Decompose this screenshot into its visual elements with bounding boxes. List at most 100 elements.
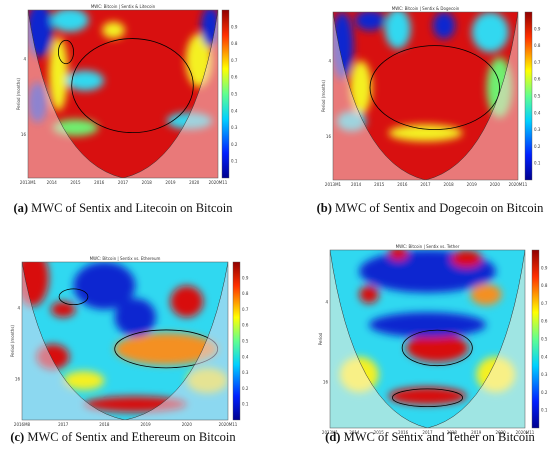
contour — [58, 39, 75, 65]
colorbar-tick-label: 0.1 — [534, 161, 541, 166]
x-tick-label: 2015 — [70, 180, 81, 185]
colorbar-tick-label: 0.8 — [231, 41, 238, 46]
heatmap — [333, 12, 518, 180]
colorbar-tick-label: 0.5 — [534, 94, 541, 99]
colorbar-tick-label: 0.8 — [541, 283, 548, 288]
heatmap-blob — [388, 387, 467, 405]
colorbar — [531, 249, 540, 429]
caption-text: MWC of Sentix and Litecoin on Bitcoin — [31, 201, 233, 215]
plot-frame — [27, 9, 219, 179]
x-tick-label: 2020 — [189, 180, 200, 185]
heatmap-blob — [102, 21, 125, 39]
y-tick-label: 16 — [326, 134, 332, 139]
colorbar-tick-label: 0.7 — [242, 307, 249, 312]
x-tick-label: 2014 — [47, 180, 58, 185]
cone-edge — [333, 12, 518, 180]
x-tick-label: 2020M11 — [219, 422, 238, 427]
x-tick-label: 2013M1 — [325, 182, 342, 187]
colorbar-tick-label: 0.1 — [231, 159, 238, 164]
x-tick-label: 2018 — [447, 430, 458, 435]
y-tick-label: 16 — [323, 380, 329, 385]
x-tick-label: 2014 — [349, 430, 360, 435]
colorbar-tick-label: 0.8 — [534, 43, 541, 48]
colorbar-tick-label: 0.2 — [231, 142, 238, 147]
panel-title: MWC: Bitcoin | Sentix vs. Ethereum — [90, 256, 161, 261]
y-axis-label: Period (months) — [16, 78, 21, 110]
x-tick-label: 2020M11 — [516, 430, 535, 435]
heatmap-blob — [432, 12, 456, 39]
heatmap-blob — [355, 12, 385, 31]
cone-of-influence — [330, 250, 525, 428]
colorbar-tick-label: 0.3 — [231, 125, 238, 130]
x-tick-label: 2015 — [374, 430, 385, 435]
colorbar-tick-label: 0.1 — [541, 408, 548, 413]
wavelet-panel: MWC: Bitcoin | Sentix & Dogecoin Period (… — [317, 6, 544, 215]
heatmap-blob — [114, 333, 218, 365]
x-tick-label: 2019 — [467, 182, 478, 187]
colorbar-tick-label: 0.7 — [231, 58, 238, 63]
heatmap-blob — [114, 298, 156, 337]
contour — [71, 38, 194, 134]
x-tick-label: 2019 — [165, 180, 176, 185]
heatmap-blob — [50, 10, 89, 32]
colorbar-tick-label: 0.4 — [541, 354, 548, 359]
cone-of-influence — [333, 12, 518, 180]
cone-of-influence — [22, 262, 228, 420]
heatmap-blob — [406, 333, 469, 363]
contour — [401, 329, 473, 367]
x-tick-label: 2013M1 — [322, 430, 339, 435]
y-tick-label: 16 — [21, 132, 27, 137]
x-tick-label: 2017 — [118, 180, 129, 185]
x-tick-label: 2016 — [398, 430, 409, 435]
colorbar-tick-label: 0.4 — [242, 354, 249, 359]
y-tick-label: 4 — [23, 56, 26, 61]
heatmap-blob — [63, 371, 105, 390]
heatmap-blob — [170, 285, 204, 318]
colorbar-tick-label: 0.5 — [231, 92, 238, 97]
colorbar-tick-label: 0.3 — [534, 127, 541, 132]
x-tick-label: 2017 — [422, 430, 433, 435]
x-tick-label: 2014 — [351, 182, 362, 187]
heatmap-blob — [388, 124, 463, 142]
caption: (b) MWC of Sentix and Dogecoin on Bitcoi… — [317, 201, 544, 215]
x-tick-label: 2020 — [496, 430, 507, 435]
colorbar-tick-label: 0.6 — [231, 75, 238, 80]
heatmap — [28, 10, 218, 178]
colorbar-tick-label: 0.8 — [242, 291, 249, 296]
colorbar-tick-label: 0.5 — [242, 339, 249, 344]
cone-edge — [330, 250, 525, 428]
x-tick-label: 2018 — [99, 422, 110, 427]
x-tick-label: 2016 — [397, 182, 408, 187]
x-tick-label: 2019 — [471, 430, 482, 435]
y-tick-label: 4 — [328, 58, 331, 63]
cone-edge — [22, 262, 228, 420]
heatmap-blob — [470, 283, 502, 306]
x-tick-label: 2019 — [141, 422, 152, 427]
heatmap-blob — [50, 301, 76, 318]
colorbar-tick-label: 0.4 — [231, 108, 238, 113]
caption-text: MWC of Sentix and Dogecoin on Bitcoin — [335, 201, 544, 215]
cone-of-influence — [28, 10, 218, 178]
colorbar-tick-label: 0.6 — [242, 323, 249, 328]
y-axis-label: Period (months) — [321, 80, 326, 112]
y-tick-label: 4 — [17, 305, 20, 310]
x-tick-label: 2017 — [420, 182, 431, 187]
panel-title: MWC: Bitcoin | Sentix & Litecoin — [91, 4, 156, 9]
y-tick-label: 16 — [15, 377, 21, 382]
caption-label: (d) — [325, 430, 340, 444]
x-tick-label: 2020M11 — [509, 182, 528, 187]
plot-frame — [21, 261, 229, 421]
colorbar-tick-label: 0.5 — [541, 337, 548, 342]
caption-label: (b) — [317, 201, 332, 215]
caption-label: (a) — [13, 201, 28, 215]
x-tick-label: 2017 — [58, 422, 69, 427]
x-tick-label: 2015 — [374, 182, 385, 187]
heatmap — [22, 262, 228, 420]
x-tick-label: 2016M8 — [14, 422, 31, 427]
colorbar — [524, 11, 533, 181]
colorbar-tick-label: 0.9 — [541, 265, 548, 270]
heatmap-blob — [471, 12, 509, 53]
heatmap — [330, 250, 525, 428]
x-tick-label: 2020 — [182, 422, 193, 427]
heatmap-blob — [66, 70, 104, 91]
